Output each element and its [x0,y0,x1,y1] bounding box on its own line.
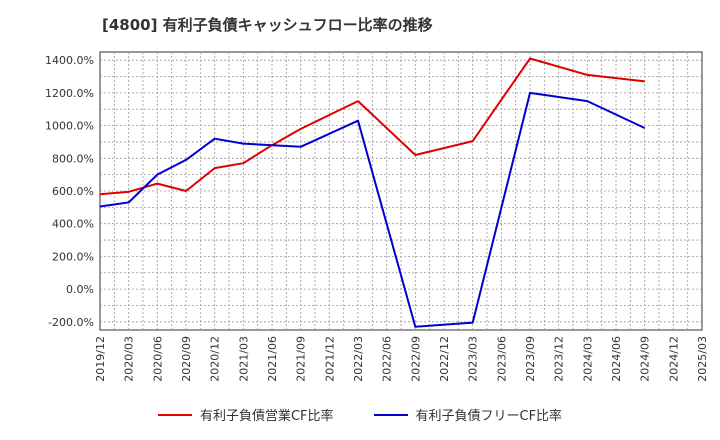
x-tick-label: 2024/06 [610,336,623,382]
x-tick-label: 2024/09 [639,336,652,382]
y-tick-label: 800.0% [52,152,94,165]
x-tick-label: 2021/03 [237,336,250,382]
x-tick-label: 2022/09 [409,336,422,382]
x-tick-label: 2021/09 [295,336,308,382]
x-tick-label: 2024/03 [581,336,594,382]
x-tick-label: 2020/09 [180,336,193,382]
y-tick-label: 1000.0% [45,120,94,133]
legend-label-free-cf: 有利子負債フリーCF比率 [415,409,563,424]
legend-label-operating-cf: 有利子負債営業CF比率 [199,409,334,424]
y-tick-label: 0.0% [66,283,94,296]
legend-swatch-free-cf [373,413,408,416]
legend-item-free-cf: 有利子負債フリーCF比率 [373,405,563,424]
y-tick-label: -200.0% [48,316,94,329]
x-tick-label: 2022/06 [381,336,394,382]
x-tick-label: 2023/06 [495,336,508,382]
x-tick-label: 2020/06 [151,336,164,382]
x-tick-label: 2023/03 [467,336,480,382]
series-line-operating-cf [99,57,645,196]
x-tick-label: 2023/12 [553,336,566,382]
x-tick-label: 2020/03 [123,336,136,382]
series-line-free-cf [99,91,646,328]
y-tick-label: 1200.0% [45,87,94,100]
legend: 有利子負債営業CF比率 有利子負債フリーCF比率 [0,405,720,424]
x-tick-label: 2021/06 [266,336,279,382]
x-tick-label: 2022/12 [438,336,451,382]
y-tick-label: 400.0% [52,218,94,231]
x-tick-label: 2022/03 [352,336,365,382]
y-tick-label: 200.0% [52,250,94,263]
x-tick-label: 2020/12 [209,336,222,382]
y-tick-label: 600.0% [52,185,94,198]
legend-swatch-operating-cf [157,413,192,416]
legend-item-operating-cf: 有利子負債営業CF比率 [157,405,334,424]
x-tick-label: 2019/12 [94,336,107,382]
y-tick-label: 1400.0% [45,54,94,67]
x-tick-label: 2021/12 [323,336,336,382]
chart-title: [4800] 有利子負債キャッシュフロー比率の推移 [102,16,433,34]
x-tick-label: 2025/03 [696,336,709,382]
x-tick-label: 2024/12 [667,336,680,382]
x-tick-label: 2023/09 [524,336,537,382]
